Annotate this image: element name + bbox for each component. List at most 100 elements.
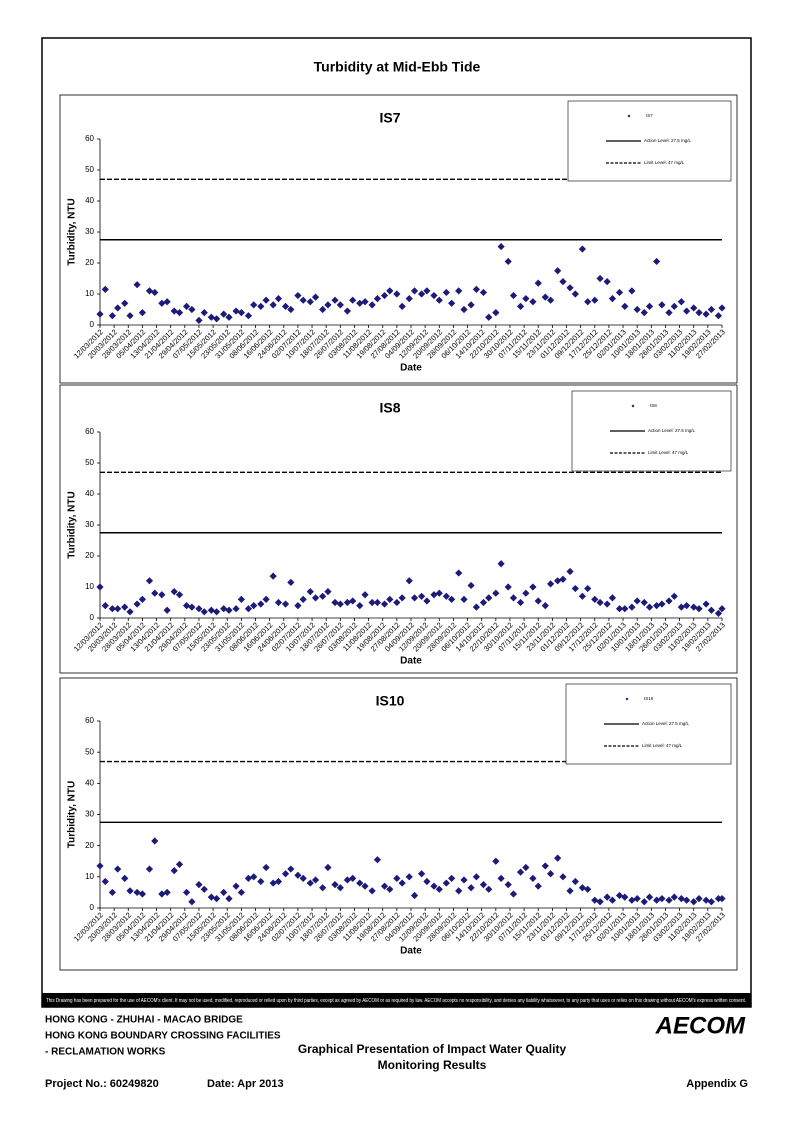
data-point bbox=[455, 569, 463, 577]
y-tick-label: 20 bbox=[85, 841, 94, 850]
legend-label: IS10 bbox=[644, 696, 654, 701]
y-tick-label: 50 bbox=[85, 458, 94, 467]
data-point bbox=[237, 309, 245, 317]
data-point bbox=[356, 879, 364, 887]
data-point bbox=[126, 887, 134, 895]
data-point bbox=[492, 309, 500, 317]
data-point bbox=[467, 581, 475, 590]
data-point bbox=[522, 589, 530, 597]
data-point bbox=[262, 863, 270, 872]
data-point bbox=[633, 895, 641, 903]
data-point bbox=[702, 896, 710, 904]
data-point bbox=[584, 584, 592, 593]
data-point bbox=[608, 896, 617, 904]
data-point bbox=[373, 295, 382, 303]
data-point bbox=[393, 290, 401, 298]
data-point bbox=[274, 877, 283, 886]
data-point bbox=[170, 867, 178, 875]
data-point bbox=[405, 577, 413, 585]
data-point bbox=[311, 293, 320, 301]
data-point bbox=[188, 898, 196, 906]
data-point bbox=[596, 898, 604, 906]
x-axis-label: Date bbox=[400, 363, 422, 374]
data-point bbox=[714, 312, 723, 320]
data-point bbox=[294, 871, 302, 879]
data-point bbox=[448, 595, 456, 603]
data-point bbox=[418, 870, 426, 878]
legend-marker bbox=[625, 697, 629, 701]
data-point bbox=[398, 302, 406, 310]
data-point bbox=[299, 595, 307, 603]
data-point bbox=[269, 572, 277, 580]
data-point bbox=[405, 295, 413, 303]
data-point bbox=[393, 598, 401, 607]
legend-label: IS8 bbox=[650, 403, 657, 408]
data-point bbox=[658, 301, 666, 309]
data-point bbox=[690, 603, 698, 611]
data-point bbox=[571, 877, 579, 886]
y-axis-label: Turbidity, NTU bbox=[67, 781, 78, 848]
data-point bbox=[497, 242, 505, 251]
data-point bbox=[220, 888, 228, 897]
data-point bbox=[460, 876, 468, 884]
data-point bbox=[534, 882, 542, 890]
data-point bbox=[306, 879, 314, 887]
data-point bbox=[158, 890, 166, 898]
legend-marker bbox=[631, 404, 635, 408]
y-tick-label: 20 bbox=[85, 551, 94, 560]
data-point bbox=[311, 594, 320, 602]
y-tick-label: 30 bbox=[85, 810, 94, 819]
data-point bbox=[175, 309, 184, 317]
data-point bbox=[718, 605, 726, 613]
data-point bbox=[418, 290, 426, 298]
frame bbox=[41, 37, 752, 1008]
data-point bbox=[207, 313, 215, 321]
data-point bbox=[306, 588, 314, 596]
data-point bbox=[250, 873, 258, 881]
data-point bbox=[603, 600, 611, 608]
data-point bbox=[690, 304, 698, 312]
y-tick-label: 0 bbox=[90, 320, 95, 329]
y-tick-label: 10 bbox=[85, 289, 94, 298]
data-point bbox=[151, 288, 159, 297]
data-point bbox=[695, 309, 703, 317]
y-tick-label: 10 bbox=[85, 872, 94, 881]
data-point bbox=[398, 594, 406, 602]
data-point bbox=[121, 874, 129, 882]
data-point bbox=[472, 603, 480, 611]
data-point bbox=[504, 881, 512, 889]
data-point bbox=[319, 592, 327, 600]
data-point bbox=[578, 592, 587, 600]
data-point bbox=[584, 885, 592, 893]
data-point bbox=[262, 296, 270, 304]
data-point bbox=[714, 609, 723, 617]
data-point bbox=[665, 597, 673, 605]
data-point bbox=[405, 873, 413, 881]
data-point bbox=[343, 307, 351, 315]
data-point bbox=[213, 315, 221, 323]
data-point bbox=[410, 287, 419, 295]
panel bbox=[59, 94, 738, 384]
data-point bbox=[200, 608, 208, 616]
data-point bbox=[677, 298, 685, 306]
data-point bbox=[195, 605, 203, 613]
legend-label: Action Level: 27.5 mg/L bbox=[644, 138, 692, 143]
chart-title: IS8 bbox=[379, 400, 400, 416]
data-point bbox=[492, 589, 500, 597]
data-point bbox=[670, 302, 678, 310]
data-point bbox=[608, 295, 617, 303]
data-point bbox=[472, 285, 480, 293]
data-point bbox=[269, 301, 277, 309]
data-point bbox=[299, 874, 307, 882]
data-point bbox=[175, 860, 184, 868]
project-line: - RECLAMATION WORKS bbox=[45, 1047, 166, 1058]
data-point bbox=[621, 605, 629, 613]
data-point bbox=[554, 267, 562, 275]
data-point bbox=[237, 888, 245, 897]
data-point bbox=[170, 307, 178, 315]
data-point bbox=[324, 863, 332, 872]
legend-label: Limit Level: 47 mg/L bbox=[642, 743, 683, 748]
data-point bbox=[410, 891, 419, 900]
data-point bbox=[373, 856, 382, 864]
data-point bbox=[566, 567, 574, 576]
